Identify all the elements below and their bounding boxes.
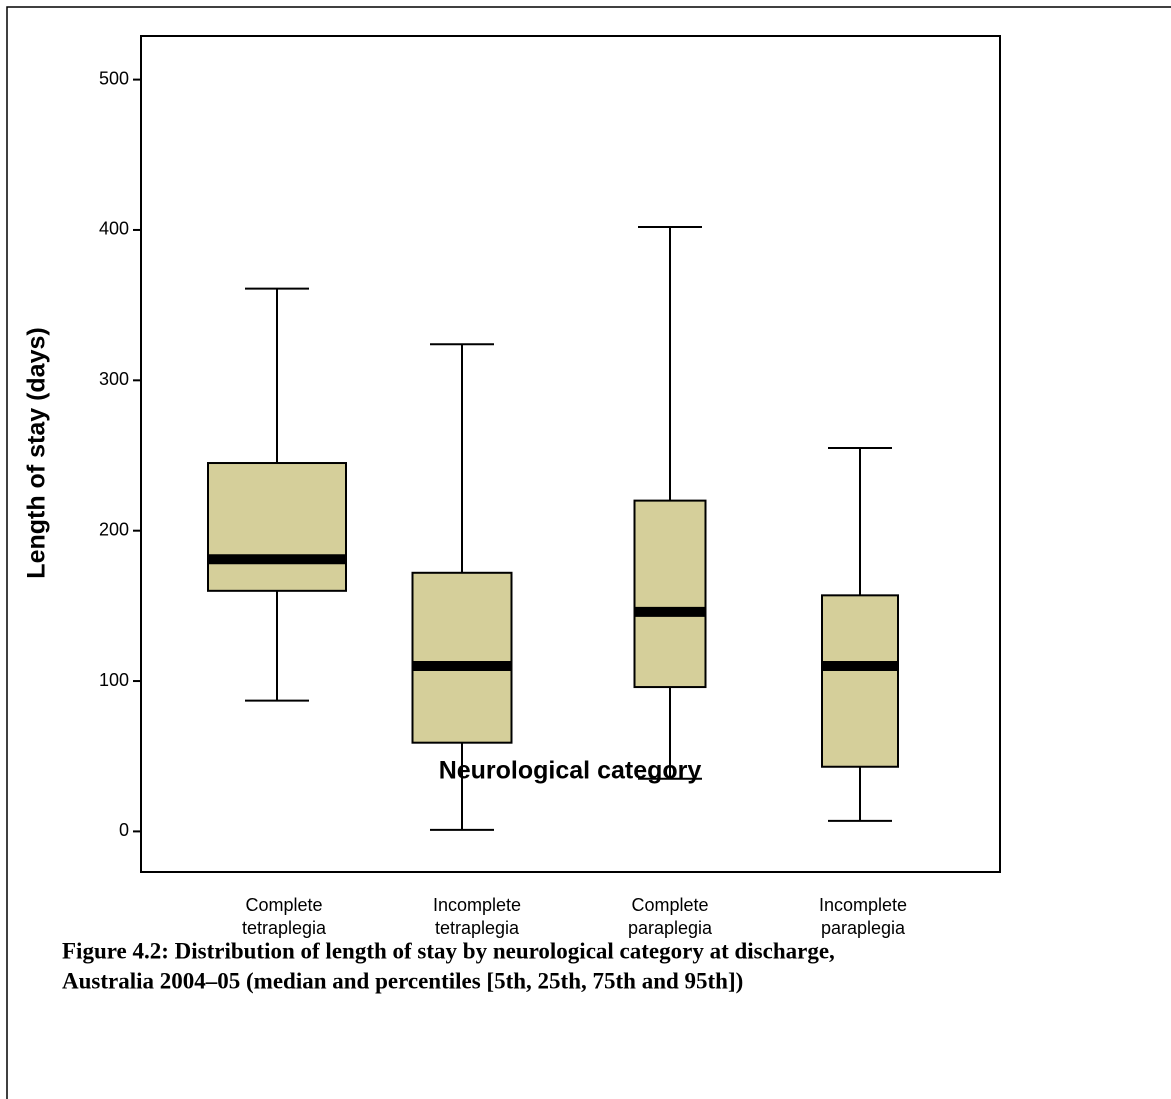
box <box>411 571 513 744</box>
x-tick-label-line: Incomplete <box>433 895 521 915</box>
y-tick-label: 500 <box>99 68 129 88</box>
x-tick-label: Complete tetraplegia <box>242 895 327 938</box>
caption-line: Australia 2004–05 (median and percentile… <box>62 968 743 993</box>
y-tick-label: 300 <box>99 369 129 389</box>
x-tick-label-line: paraplegia <box>628 918 713 938</box>
x-tick-label-line: Complete <box>631 895 708 915</box>
x-tick-label: Complete paraplegia <box>628 895 713 938</box>
y-tick-label: 0 <box>119 820 129 840</box>
y-tick-label: 200 <box>99 519 129 539</box>
box <box>207 462 347 592</box>
y-tick-label: 100 <box>99 670 129 690</box>
x-tick-label: Incomplete paraplegia <box>819 895 907 938</box>
x-tick-label-line: Incomplete <box>819 895 907 915</box>
x-tick-label-line: Complete <box>245 895 322 915</box>
caption-line: Figure 4.2: Distribution of length of st… <box>62 938 835 963</box>
x-tick-label-line: tetraplegia <box>435 918 520 938</box>
y-tick-label: 400 <box>99 219 129 239</box>
y-axis-title: Length of stay (days) <box>23 327 51 578</box>
x-tick-label-line: tetraplegia <box>242 918 327 938</box>
x-axis-title: Neurological category <box>439 757 702 785</box>
x-tick-label-line: paraplegia <box>821 918 906 938</box>
box <box>821 594 899 768</box>
figure-border <box>6 6 1171 1099</box>
plot-frame <box>140 35 1001 873</box>
box <box>633 499 707 689</box>
x-tick-label: Incomplete tetraplegia <box>433 895 521 938</box>
